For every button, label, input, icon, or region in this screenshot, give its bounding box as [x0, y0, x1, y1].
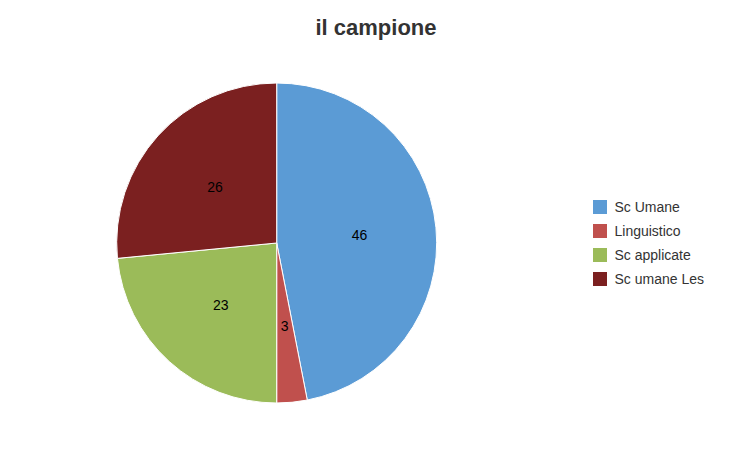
svg-text:23: 23 — [213, 297, 229, 313]
svg-text:46: 46 — [352, 227, 368, 243]
html-text:Sc umane Les: Sc umane Les — [614, 271, 704, 287]
html-text:Sc Umane: Sc Umane — [614, 199, 680, 215]
html-text:Sc applicate: Sc applicate — [614, 247, 691, 263]
svg-text:3: 3 — [281, 318, 289, 334]
html-text:il campione: il campione — [315, 15, 437, 40]
html-text:Linguistico: Linguistico — [614, 223, 681, 239]
svg-text:26: 26 — [207, 179, 223, 195]
